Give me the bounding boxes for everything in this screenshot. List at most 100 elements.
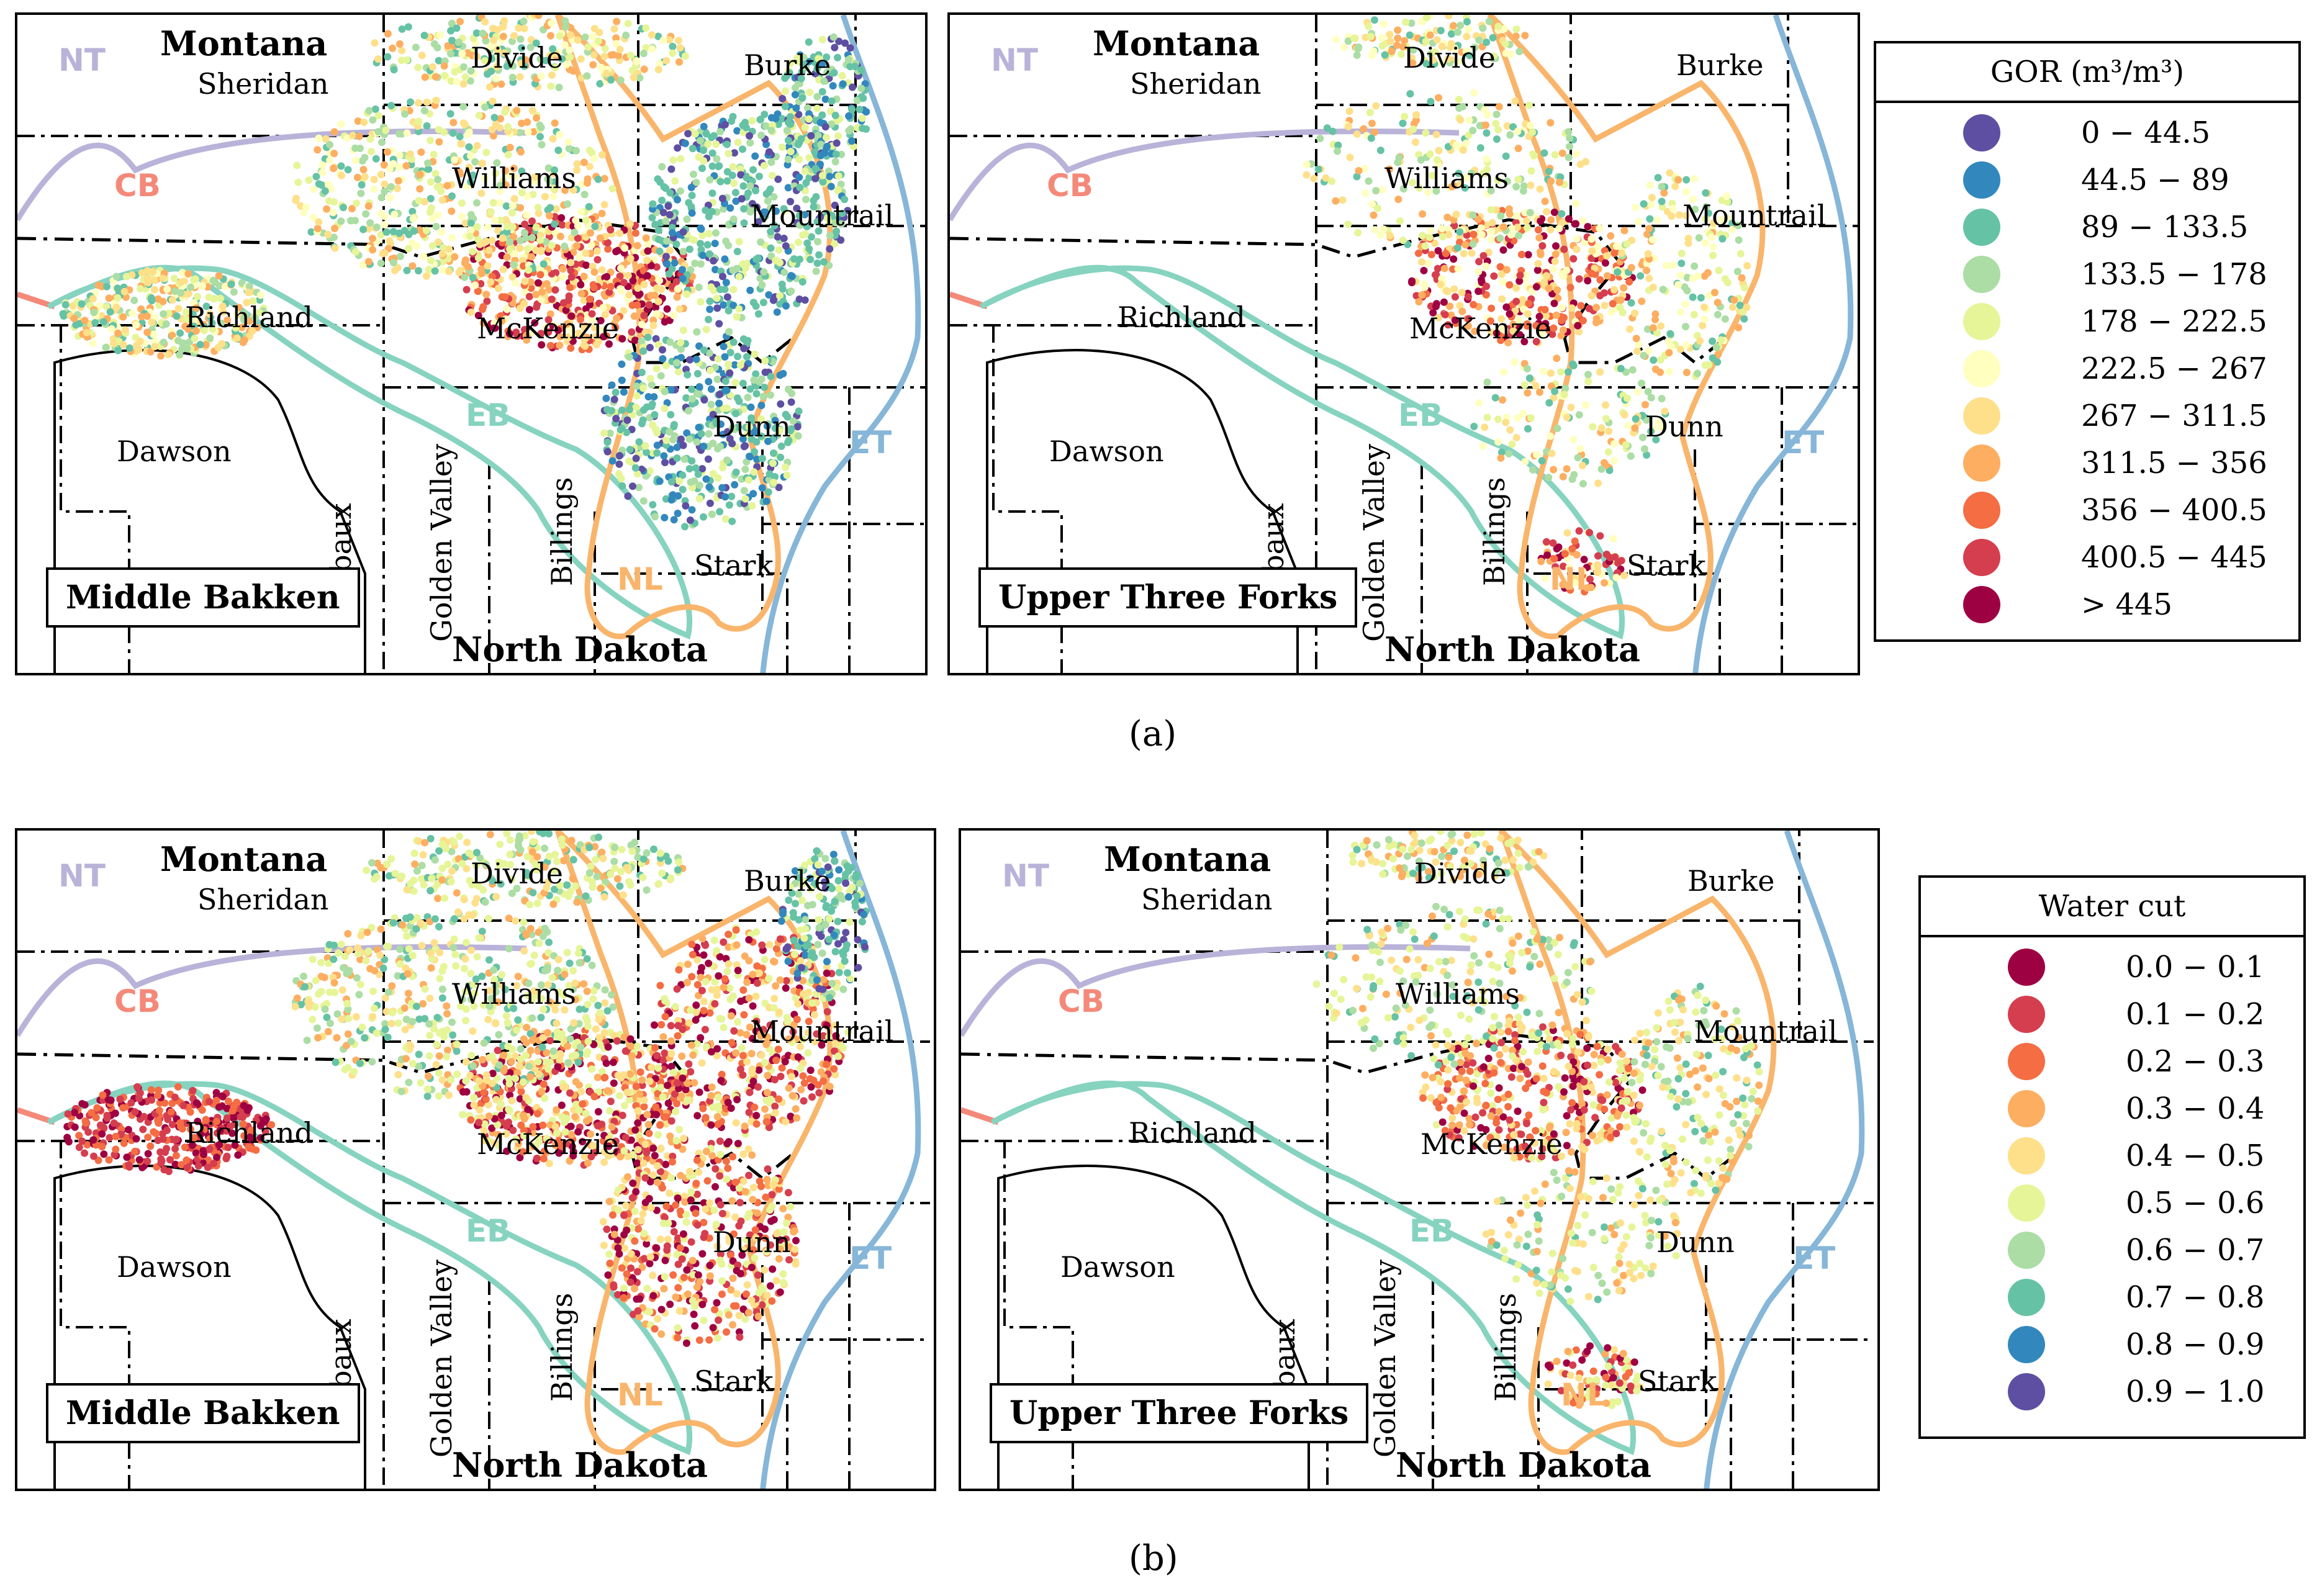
well-dot bbox=[608, 185, 617, 192]
well-dot bbox=[660, 452, 668, 460]
well-dot bbox=[571, 996, 579, 1004]
well-dot bbox=[415, 117, 423, 125]
well-dot bbox=[1707, 233, 1715, 241]
well-dot bbox=[720, 343, 728, 351]
well-dot bbox=[787, 148, 795, 156]
well-dot bbox=[658, 163, 666, 171]
well-dot bbox=[635, 484, 643, 492]
well-dot bbox=[352, 156, 359, 165]
well-dot bbox=[694, 470, 702, 478]
well-dot bbox=[568, 1143, 576, 1150]
well-dot bbox=[1735, 323, 1743, 331]
well-dot bbox=[690, 236, 698, 244]
well-dot bbox=[743, 124, 750, 132]
well-dot bbox=[527, 284, 535, 292]
well-dot bbox=[492, 988, 500, 996]
well-dot bbox=[549, 1047, 558, 1055]
well-dot bbox=[470, 1094, 478, 1102]
well-dot bbox=[1741, 284, 1749, 292]
well-dot bbox=[757, 132, 765, 139]
well-dot bbox=[577, 208, 585, 216]
well-dot bbox=[427, 195, 435, 202]
well-dot bbox=[666, 36, 674, 44]
well-dot bbox=[1438, 225, 1446, 232]
well-dot bbox=[1504, 338, 1512, 346]
well-dot bbox=[561, 242, 569, 250]
well-dot bbox=[384, 1034, 392, 1042]
well-dot bbox=[565, 981, 573, 990]
well-dot bbox=[848, 137, 856, 145]
well-dot bbox=[1637, 272, 1645, 280]
well-dot bbox=[834, 132, 842, 140]
well-dot bbox=[1682, 341, 1691, 349]
well-dot bbox=[174, 336, 183, 345]
well-dot bbox=[1529, 466, 1537, 474]
well-dot bbox=[381, 1026, 389, 1034]
map-panel-middle-bakken-gor: Montana North Dakota Sheridan Divide Burke Wi… bbox=[15, 12, 928, 675]
well-dot bbox=[610, 395, 618, 404]
well-dot bbox=[456, 17, 464, 25]
well-dot bbox=[720, 205, 728, 213]
well-dot bbox=[1453, 244, 1461, 252]
well-dot bbox=[813, 104, 821, 112]
well-dot bbox=[662, 253, 670, 261]
well-dot bbox=[515, 1062, 523, 1070]
well-dot bbox=[373, 945, 381, 954]
well-dot bbox=[467, 1116, 475, 1124]
well-dot bbox=[81, 317, 89, 325]
well-dot bbox=[540, 1147, 548, 1155]
well-dot bbox=[541, 924, 549, 932]
well-dot bbox=[585, 295, 594, 303]
well-dot bbox=[767, 127, 775, 135]
well-dot bbox=[462, 1077, 470, 1085]
well-dot bbox=[626, 255, 635, 263]
well-dot bbox=[1316, 135, 1324, 142]
well-dot bbox=[473, 953, 481, 961]
well-dot bbox=[564, 200, 571, 208]
well-dot bbox=[465, 163, 473, 171]
well-dot bbox=[683, 429, 691, 437]
well-dot bbox=[1469, 127, 1477, 135]
well-dot bbox=[407, 1042, 415, 1050]
well-dot bbox=[516, 245, 524, 252]
county-label-sheridan: Sheridan bbox=[197, 67, 329, 101]
well-dot bbox=[1681, 300, 1689, 308]
well-dot bbox=[453, 1047, 461, 1055]
well-dot bbox=[501, 293, 509, 301]
well-dot bbox=[675, 37, 682, 45]
well-dot bbox=[1511, 358, 1519, 366]
well-dot bbox=[251, 314, 259, 322]
well-dot bbox=[387, 102, 395, 110]
well-dot bbox=[662, 1120, 670, 1128]
well-dot bbox=[147, 348, 155, 356]
well-dot bbox=[1410, 120, 1418, 128]
well-dot bbox=[838, 220, 846, 228]
well-dot bbox=[518, 119, 526, 127]
well-dot bbox=[728, 440, 736, 448]
well-dot bbox=[219, 302, 227, 310]
well-dot bbox=[1445, 15, 1453, 20]
well-dot bbox=[656, 277, 664, 285]
well-dot bbox=[1499, 278, 1507, 286]
well-dot bbox=[353, 974, 361, 982]
well-dot bbox=[671, 259, 679, 267]
well-dot bbox=[402, 1055, 410, 1063]
well-dot bbox=[119, 341, 127, 349]
well-dot bbox=[1519, 410, 1527, 418]
well-dot bbox=[665, 270, 673, 278]
well-dot bbox=[428, 215, 436, 223]
well-dot bbox=[577, 55, 585, 63]
well-dot bbox=[857, 84, 865, 92]
well-dot bbox=[479, 1056, 486, 1063]
well-dot bbox=[1551, 151, 1559, 159]
well-dot bbox=[360, 119, 368, 127]
well-dot bbox=[535, 209, 543, 217]
well-dot bbox=[1487, 187, 1495, 194]
well-dot bbox=[820, 258, 828, 266]
well-dot bbox=[780, 205, 788, 213]
well-dot bbox=[206, 334, 214, 342]
well-dot bbox=[1498, 295, 1506, 303]
well-dot bbox=[1575, 411, 1583, 419]
well-dot bbox=[669, 312, 677, 320]
well-dot bbox=[510, 165, 518, 173]
